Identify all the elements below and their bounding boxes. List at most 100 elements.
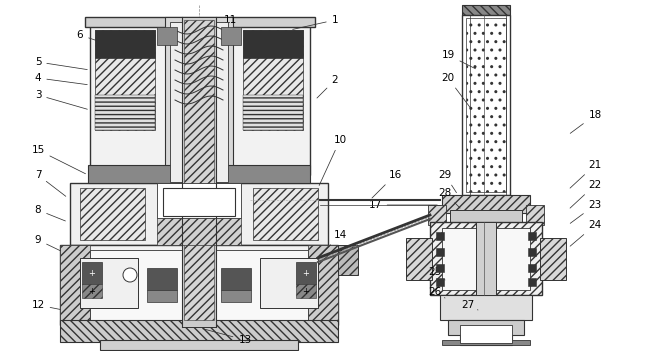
Bar <box>165 17 233 187</box>
Bar <box>476 222 496 295</box>
Bar <box>442 195 530 213</box>
Bar <box>462 15 510 195</box>
Bar <box>448 320 524 335</box>
Bar <box>243 30 303 130</box>
Bar <box>221 290 251 302</box>
Bar <box>528 278 536 286</box>
Text: 25: 25 <box>428 267 445 280</box>
Text: 11: 11 <box>203 15 236 26</box>
Text: 15: 15 <box>32 145 85 174</box>
Circle shape <box>123 268 137 282</box>
Text: 27: 27 <box>461 300 478 310</box>
Text: 26: 26 <box>428 287 445 298</box>
Bar <box>436 278 444 286</box>
Text: +: + <box>233 291 240 300</box>
Text: 12: 12 <box>32 300 60 310</box>
Bar <box>253 188 318 240</box>
Bar <box>60 320 338 342</box>
Bar <box>462 5 510 15</box>
Bar <box>442 340 530 345</box>
Text: +: + <box>177 197 185 207</box>
Bar <box>526 205 544 225</box>
Bar <box>157 183 241 218</box>
Bar <box>430 222 542 295</box>
Bar <box>406 238 432 280</box>
Bar <box>221 268 251 290</box>
Bar <box>80 188 145 240</box>
Bar <box>157 218 241 245</box>
Text: 14: 14 <box>320 230 347 256</box>
Bar <box>436 264 444 272</box>
Text: 29: 29 <box>439 170 457 193</box>
Bar <box>436 248 444 256</box>
Text: 18: 18 <box>570 110 601 133</box>
Bar <box>436 232 444 240</box>
Text: +: + <box>158 274 165 284</box>
Bar <box>95 30 155 58</box>
Text: 3: 3 <box>35 90 87 109</box>
Text: +: + <box>158 291 165 300</box>
Text: 28: 28 <box>439 188 460 208</box>
Bar <box>528 232 536 240</box>
Bar <box>60 245 338 325</box>
Text: 4: 4 <box>35 73 87 85</box>
Bar <box>296 284 316 298</box>
Text: 21: 21 <box>570 160 601 188</box>
Bar <box>450 210 522 222</box>
Bar <box>95 30 155 130</box>
Bar <box>90 22 310 175</box>
Bar <box>296 262 316 284</box>
Bar <box>80 258 138 308</box>
Bar <box>430 222 542 295</box>
Text: 1: 1 <box>293 15 339 29</box>
Bar <box>70 183 328 245</box>
Bar <box>528 264 536 272</box>
Bar <box>163 188 235 216</box>
Bar <box>170 22 228 182</box>
Bar <box>88 165 310 183</box>
Bar <box>466 18 506 192</box>
Bar <box>460 325 512 343</box>
Text: +: + <box>302 286 309 296</box>
Text: 20: 20 <box>441 73 470 108</box>
Text: +: + <box>227 32 234 40</box>
Bar <box>243 95 303 130</box>
Text: +: + <box>163 32 171 40</box>
Text: 2: 2 <box>317 75 339 98</box>
Text: +: + <box>302 269 309 278</box>
Bar <box>221 27 241 45</box>
Text: 5: 5 <box>35 57 87 69</box>
Bar <box>147 268 177 290</box>
Bar <box>147 290 177 302</box>
Bar <box>540 238 566 280</box>
Text: +: + <box>213 197 221 207</box>
Bar <box>60 245 90 325</box>
Bar <box>85 17 315 27</box>
Bar <box>442 228 530 290</box>
Text: +: + <box>89 269 96 278</box>
Bar <box>308 245 338 325</box>
Bar <box>95 95 155 130</box>
Bar <box>243 30 303 58</box>
Bar <box>260 258 318 308</box>
Text: 6: 6 <box>77 30 107 44</box>
Text: 23: 23 <box>570 200 601 223</box>
Bar <box>528 248 536 256</box>
Text: 8: 8 <box>35 205 65 221</box>
Text: 13: 13 <box>203 329 252 345</box>
Bar <box>182 17 216 327</box>
Bar <box>157 27 177 45</box>
Bar <box>82 284 102 298</box>
Bar <box>90 250 308 320</box>
Text: 19: 19 <box>441 50 475 69</box>
Bar <box>460 335 512 345</box>
Text: +: + <box>89 286 96 296</box>
Text: 9: 9 <box>35 235 61 251</box>
Bar <box>100 340 298 350</box>
Text: +: + <box>233 274 240 284</box>
Text: 17: 17 <box>368 200 437 210</box>
Text: 22: 22 <box>570 180 601 208</box>
Bar <box>184 20 214 320</box>
Text: 7: 7 <box>35 170 66 196</box>
Text: +: + <box>483 331 489 337</box>
